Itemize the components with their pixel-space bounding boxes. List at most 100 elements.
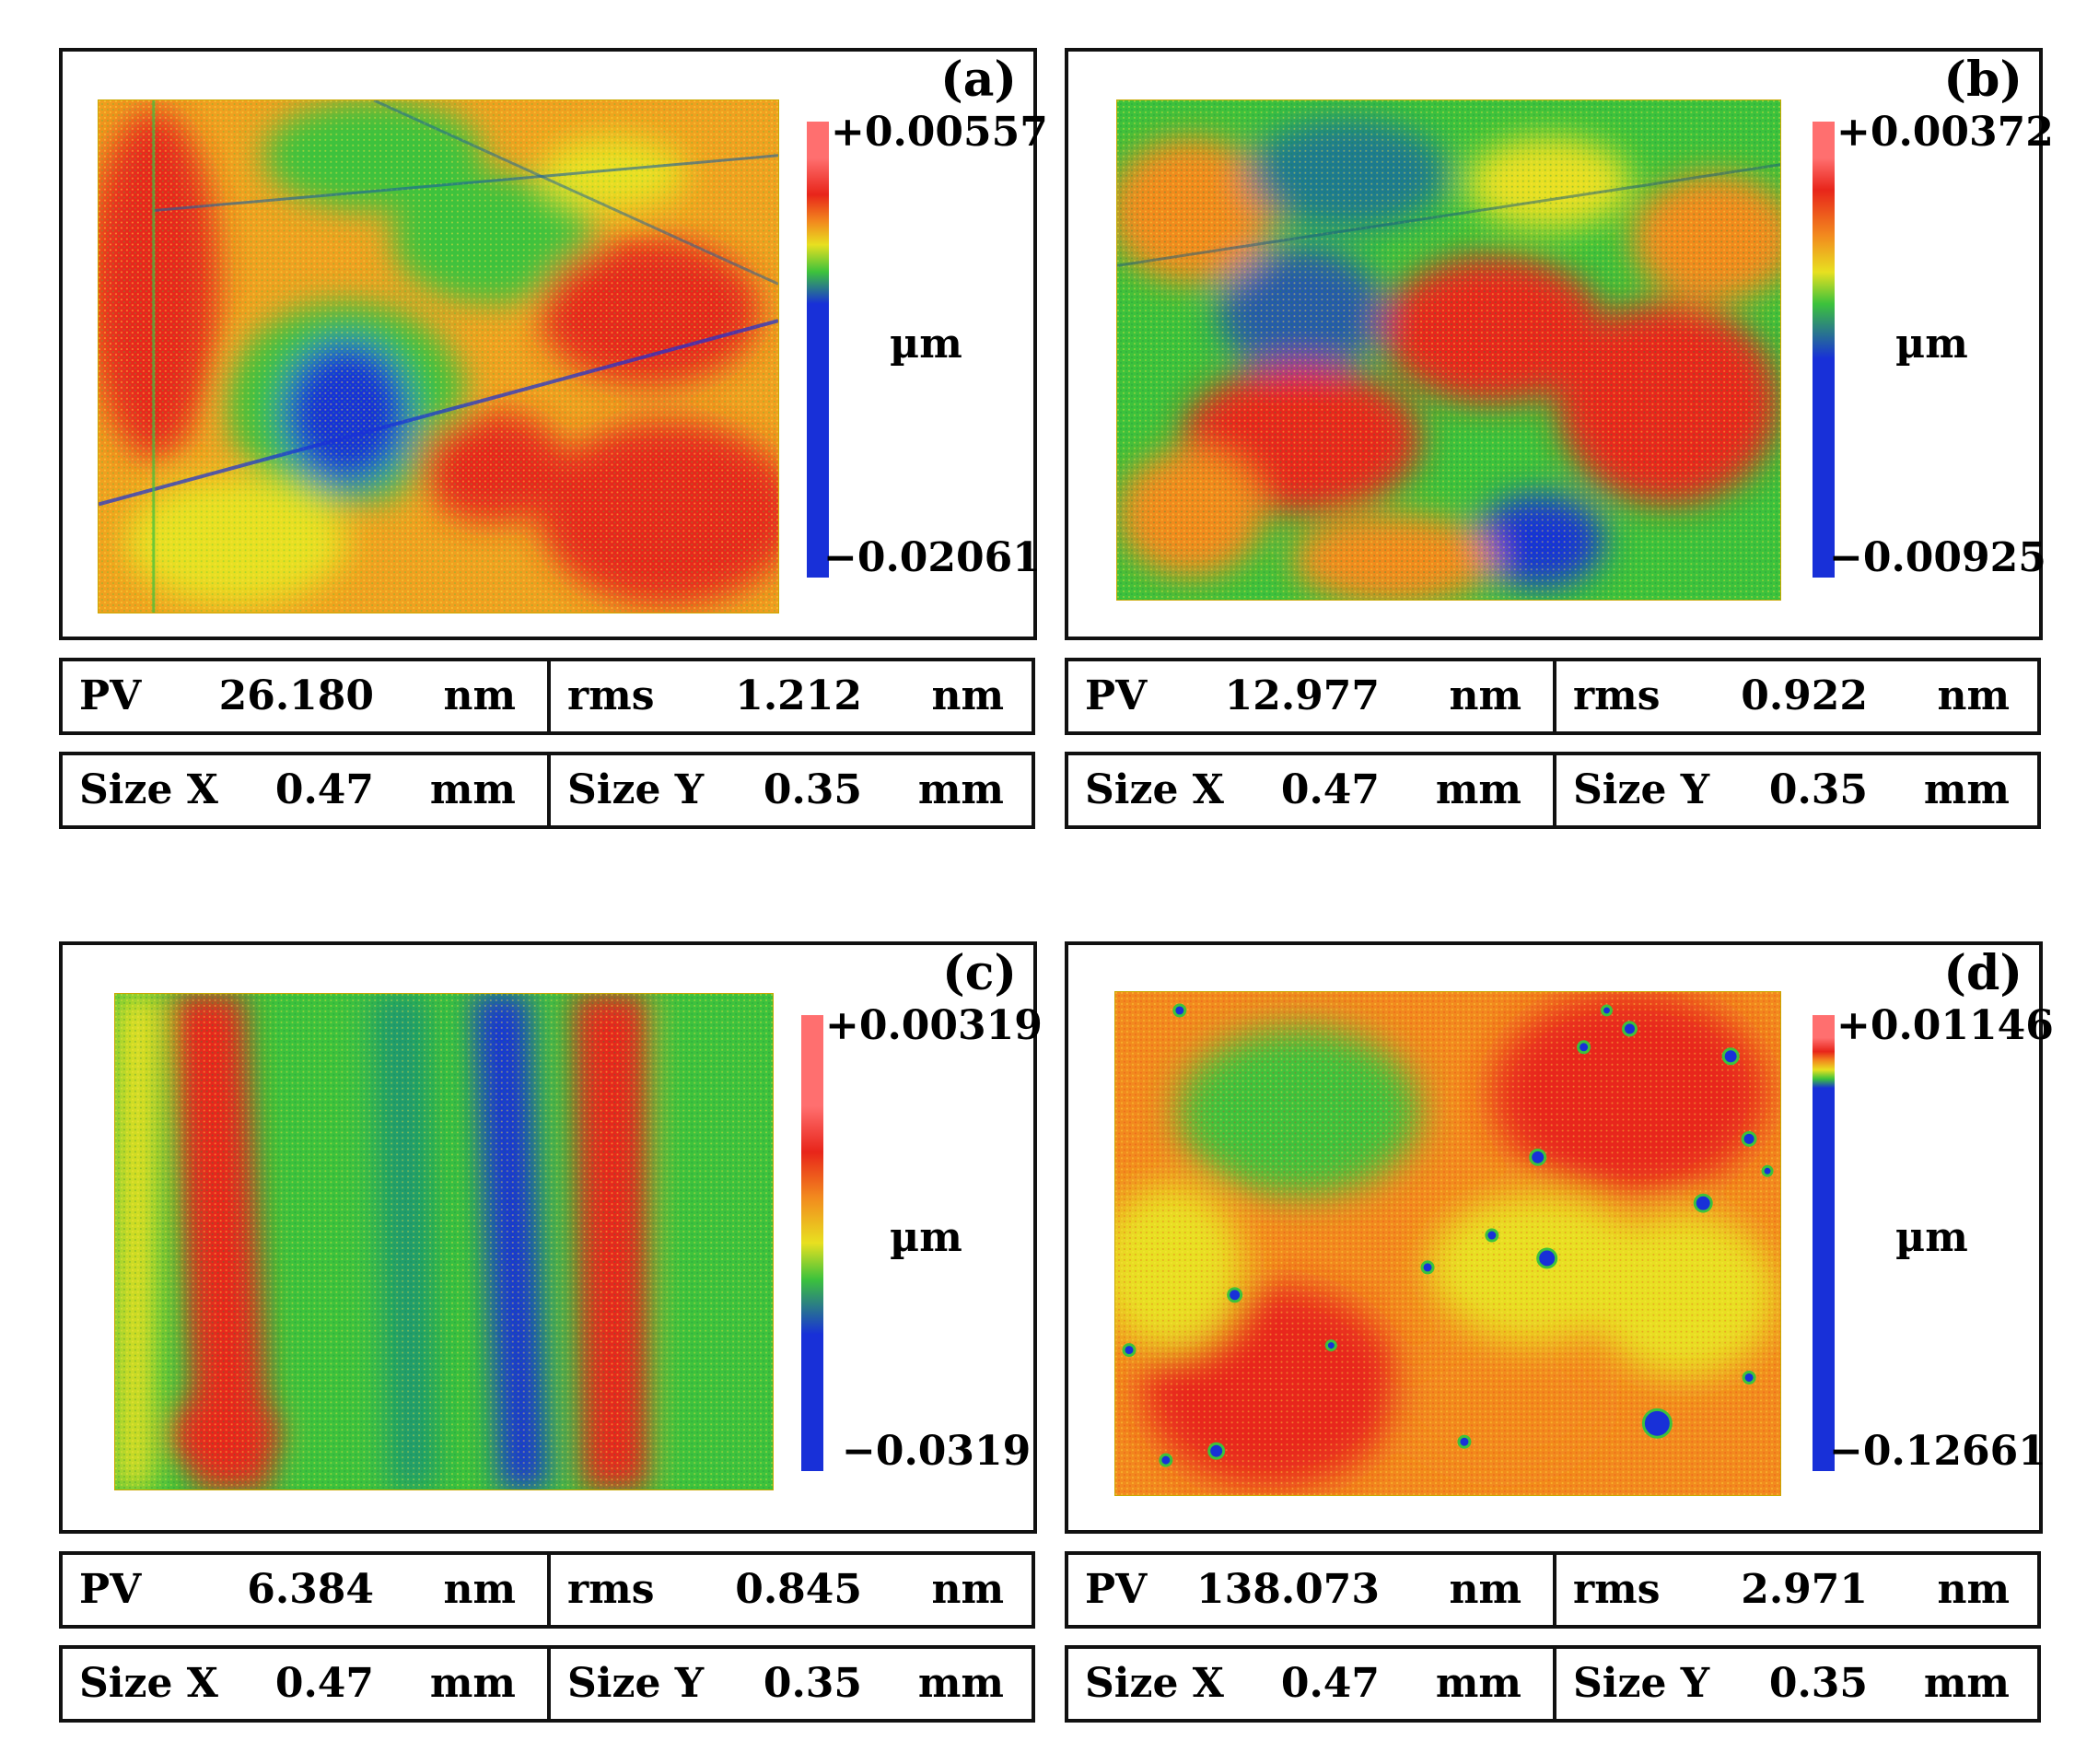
colorbar-unit: µm (890, 321, 962, 368)
colorbar-max-label: +0.00319 (825, 1002, 1043, 1049)
rms-value: 0.845 (735, 1566, 862, 1613)
rms-value: 1.212 (735, 672, 862, 719)
colorbar-unit: µm (1895, 1214, 1968, 1261)
pv-cell: PV 6.384 nm (63, 1555, 547, 1625)
pv-unit: nm (1449, 672, 1521, 719)
sizex-label: Size X (79, 1660, 218, 1707)
colorbar-min-label: −0.12661 (1829, 1428, 2046, 1475)
rms-unit: nm (931, 1566, 1004, 1613)
sizex-cell: Size X 0.47 mm (1068, 755, 1553, 825)
colorbar-max-label: +0.01146 (1836, 1002, 2054, 1049)
rms-unit: nm (1937, 1566, 2010, 1613)
sizey-label: Size Y (1573, 1660, 1710, 1707)
sizex-label: Size X (1085, 766, 1224, 813)
rms-value: 2.971 (1741, 1566, 1868, 1613)
colorbar (1813, 122, 1835, 578)
sizey-unit: mm (1923, 766, 2010, 813)
stats-row-size: Size X 0.47 mm Size Y 0.35 mm (1065, 752, 2041, 829)
pv-label: PV (79, 1566, 142, 1613)
stats-row-pv-rms: PV 26.180 nm rms 1.212 nm (59, 658, 1035, 735)
rms-label: rms (1573, 672, 1661, 719)
height-map-graphic (1115, 992, 1780, 1495)
sizey-value: 0.35 (1768, 1660, 1868, 1707)
sizex-cell: Size X 0.47 mm (63, 755, 547, 825)
surface-height-map (98, 99, 779, 613)
sizex-unit: mm (429, 766, 516, 813)
sizex-cell: Size X 0.47 mm (63, 1649, 547, 1719)
surface-height-map (1114, 991, 1781, 1496)
sizex-unit: mm (1435, 1660, 1521, 1707)
sizey-label: Size Y (567, 1660, 705, 1707)
rms-unit: nm (1937, 672, 2010, 719)
sizex-unit: mm (429, 1660, 516, 1707)
sizey-cell: Size Y 0.35 mm (547, 755, 1035, 825)
pv-label: PV (1085, 1566, 1148, 1613)
colorbar (807, 122, 829, 578)
colorbar-min-label: −0.02061 (823, 534, 1041, 581)
sizey-unit: mm (1923, 1660, 2010, 1707)
pv-cell: PV 26.180 nm (63, 661, 547, 731)
colorbar-unit: µm (1895, 321, 1968, 368)
sizex-value: 0.47 (1280, 766, 1380, 813)
panel-label: (c) (942, 945, 1017, 1001)
sizex-value: 0.47 (1280, 1660, 1380, 1707)
colorbar-min-label: −0.00925 (1829, 534, 2046, 581)
colorbar-min-label: −0.0319 (842, 1428, 1032, 1475)
sizey-value: 0.35 (763, 766, 862, 813)
stats-row-pv-rms: PV 12.977 nm rms 0.922 nm (1065, 658, 2041, 735)
pv-label: PV (79, 672, 142, 719)
sizey-value: 0.35 (1768, 766, 1868, 813)
sizey-cell: Size Y 0.35 mm (1553, 755, 2041, 825)
stats-row-pv-rms: PV 138.073 nm rms 2.971 nm (1065, 1551, 2041, 1629)
sizex-value: 0.47 (274, 766, 374, 813)
sizex-label: Size X (79, 766, 218, 813)
stats-row-pv-rms: PV 6.384 nm rms 0.845 nm (59, 1551, 1035, 1629)
stats-row-size: Size X 0.47 mm Size Y 0.35 mm (1065, 1645, 2041, 1723)
sizex-cell: Size X 0.47 mm (1068, 1649, 1553, 1719)
height-map-graphic (99, 100, 778, 613)
pv-unit: nm (443, 1566, 516, 1613)
sizex-label: Size X (1085, 1660, 1224, 1707)
sizex-unit: mm (1435, 766, 1521, 813)
sizey-cell: Size Y 0.35 mm (547, 1649, 1035, 1719)
stats-row-size: Size X 0.47 mm Size Y 0.35 mm (59, 1645, 1035, 1723)
panel-label: (b) (1943, 52, 2023, 108)
sizey-label: Size Y (1573, 766, 1710, 813)
surface-map-frame: (b) (1065, 48, 2054, 640)
panel-label: (d) (1943, 945, 2023, 1001)
pv-label: PV (1085, 672, 1148, 719)
pv-unit: nm (443, 672, 516, 719)
sizey-label: Size Y (567, 766, 705, 813)
rms-cell: rms 0.845 nm (547, 1555, 1035, 1625)
rms-value: 0.922 (1741, 672, 1868, 719)
height-map-graphic (115, 994, 773, 1489)
surface-map-frame: (d) (1065, 941, 2054, 1534)
pv-cell: PV 138.073 nm (1068, 1555, 1553, 1625)
rms-label: rms (567, 1566, 655, 1613)
surface-height-map (114, 993, 774, 1490)
pv-cell: PV 12.977 nm (1068, 661, 1553, 731)
sizey-unit: mm (917, 766, 1004, 813)
pv-value: 26.180 (218, 672, 374, 719)
rms-cell: rms 1.212 nm (547, 661, 1035, 731)
height-map-graphic (1117, 100, 1780, 600)
pv-value: 12.977 (1224, 672, 1380, 719)
surface-map-frame: (c) (59, 941, 1043, 1534)
pv-value: 138.073 (1195, 1566, 1380, 1613)
colorbar-unit: µm (890, 1214, 962, 1261)
rms-cell: rms 2.971 nm (1553, 1555, 2041, 1625)
sizey-value: 0.35 (763, 1660, 862, 1707)
rms-cell: rms 0.922 nm (1553, 661, 2041, 731)
rms-label: rms (1573, 1566, 1661, 1613)
colorbar (1813, 1015, 1835, 1471)
colorbar-max-label: +0.00372 (1836, 109, 2054, 156)
sizex-value: 0.47 (274, 1660, 374, 1707)
stats-row-size: Size X 0.47 mm Size Y 0.35 mm (59, 752, 1035, 829)
surface-map-frame: (a) (59, 48, 1048, 640)
colorbar (801, 1015, 823, 1471)
sizey-cell: Size Y 0.35 mm (1553, 1649, 2041, 1719)
panel-label: (a) (940, 52, 1017, 108)
rms-unit: nm (931, 672, 1004, 719)
pv-value: 6.384 (247, 1566, 374, 1613)
sizey-unit: mm (917, 1660, 1004, 1707)
